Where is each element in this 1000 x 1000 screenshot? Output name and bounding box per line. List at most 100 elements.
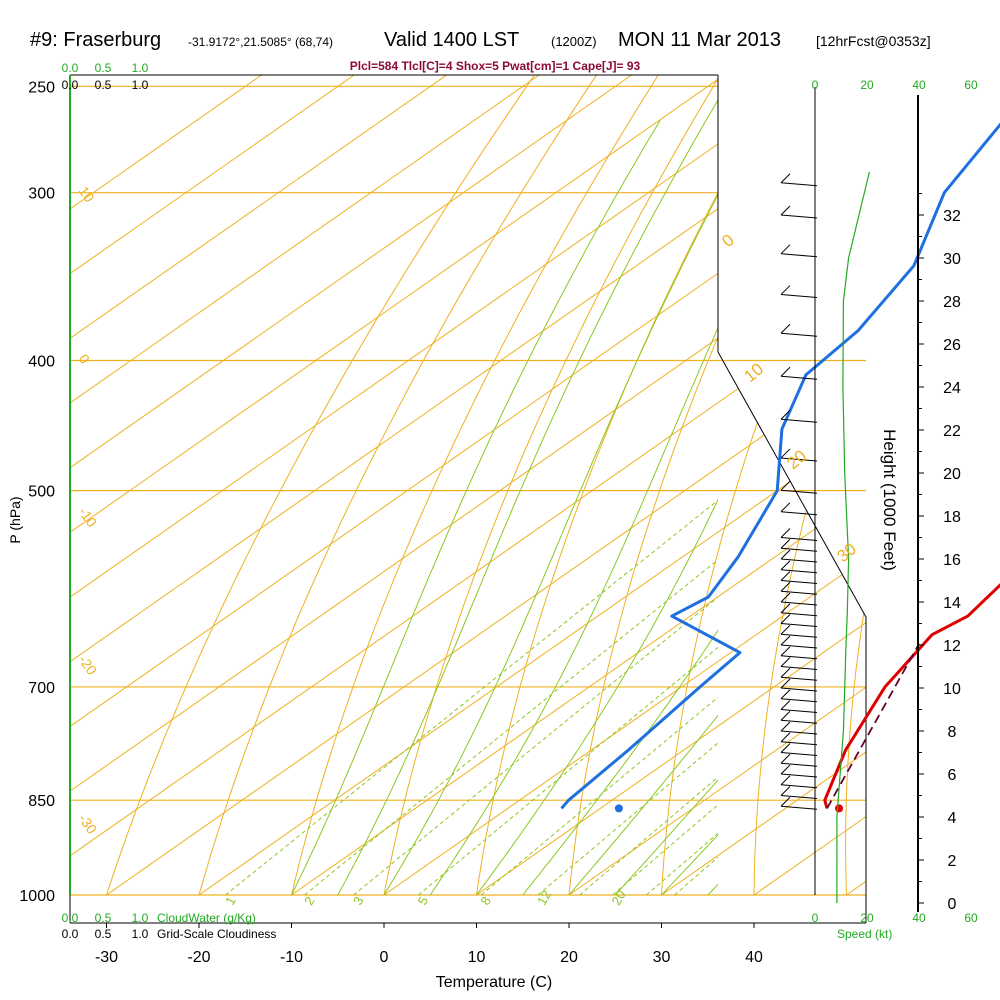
isotherm-line xyxy=(70,78,718,534)
wind-barb-flag xyxy=(780,549,791,560)
cloudwater-tick-bottom: 1.0 xyxy=(132,911,149,925)
station-name: #9: Fraserburg xyxy=(30,29,161,51)
moist-adiabat xyxy=(614,779,718,895)
cloudwater-tick-bottom: 0.0 xyxy=(62,911,79,925)
moist-adiabat xyxy=(661,834,718,895)
p-tick-250: 250 xyxy=(28,79,55,96)
height-tick-32: 32 xyxy=(943,208,961,225)
station-coords: -31.9172°,21.5085° (68,74) xyxy=(188,35,333,49)
isotherm-line xyxy=(0,0,432,895)
wind-barb xyxy=(780,719,818,724)
isotherm-line xyxy=(70,337,718,792)
stability-indices: Plcl=584 Tlcl[C]=4 Shox=5 Pwat[cm]=1 Cap… xyxy=(350,59,641,73)
dry-adiabat xyxy=(754,0,1000,895)
mixing-ratio-label: 5 xyxy=(415,894,432,908)
surface-dewpoint-dot xyxy=(614,804,623,813)
isotherm-line xyxy=(70,75,355,275)
mixing-ratio-line xyxy=(418,646,718,895)
isotherm-line xyxy=(718,352,866,895)
dry-adiabat xyxy=(291,75,659,895)
wind-barb-flag xyxy=(780,285,791,295)
isotherm-line xyxy=(847,0,1000,895)
wind-barb-flag xyxy=(780,721,791,732)
moist-adiabat xyxy=(568,714,718,895)
wind-barb-flag xyxy=(780,614,791,624)
wind-barb xyxy=(780,633,818,638)
isotherm-line xyxy=(718,352,866,895)
p-tick-500: 500 xyxy=(28,484,55,501)
isotherm-line xyxy=(70,143,718,598)
isotherm-label-right: 30 xyxy=(833,539,860,566)
dry-adiabat xyxy=(846,0,1000,895)
isotherm-label-left: 0 xyxy=(76,351,94,367)
isotherm-line xyxy=(754,0,1000,895)
moist-adiabat xyxy=(291,120,661,895)
wind-speed-profile xyxy=(836,171,870,903)
isotherm-label-right: 10 xyxy=(740,359,767,386)
wind-barb xyxy=(780,601,818,606)
p-tick-700: 700 xyxy=(28,680,55,697)
speed-tick-bottom: 20 xyxy=(860,911,874,925)
isotherm-line xyxy=(718,352,866,895)
speed-tick-top: 40 xyxy=(912,78,926,92)
wind-barb-flag xyxy=(780,786,791,796)
wind-barb-flag xyxy=(780,796,791,807)
right-axis-boundary xyxy=(717,75,867,923)
surface-temperature-dot xyxy=(835,804,844,813)
wind-barb xyxy=(780,418,818,423)
cloudwater-tick-bottom: 0.5 xyxy=(95,911,112,925)
speed-tick-top: 0 xyxy=(812,78,819,92)
isotherm-line xyxy=(70,75,448,339)
wind-barb-flag xyxy=(780,409,791,420)
wind-barb-flag xyxy=(780,603,791,614)
isotherm-line xyxy=(70,272,718,728)
height-tick-8: 8 xyxy=(948,724,957,741)
x-tick-40: 40 xyxy=(745,949,763,966)
wind-barb xyxy=(780,644,818,649)
isotherm-line xyxy=(70,402,718,857)
isotherm-line xyxy=(753,352,866,895)
dry-adiabat xyxy=(107,0,620,895)
wind-barb-flag xyxy=(780,743,791,753)
mixing-ratio-label: 1 xyxy=(222,894,239,908)
p-tick-1000: 1000 xyxy=(19,888,55,905)
wind-barb xyxy=(780,741,818,746)
height-tick-28: 28 xyxy=(943,294,961,311)
moist-adiabat xyxy=(522,629,718,895)
x-tick--10: -10 xyxy=(280,949,303,966)
x-axis-title: Temperature (C) xyxy=(436,974,552,991)
dry-adiabat xyxy=(718,352,737,895)
valid-time: Valid 1400 LST xyxy=(384,29,519,51)
isotherm-line xyxy=(70,208,718,663)
wind-barb xyxy=(780,805,818,810)
wind-barb-flag xyxy=(780,528,791,538)
wind-barb-flag xyxy=(780,775,791,786)
isotherm-line xyxy=(70,75,540,404)
wind-barb xyxy=(780,547,818,552)
dewpoint-profile xyxy=(560,122,1000,810)
wind-barb xyxy=(780,795,818,799)
valid-date: MON 11 Mar 2013 xyxy=(618,29,781,51)
mixing-ratio-line xyxy=(304,559,718,895)
isotherm-line xyxy=(70,75,633,469)
cloudiness-axis-title: Grid-Scale Cloudiness xyxy=(157,927,276,941)
wind-barb-flag xyxy=(780,624,791,635)
speed-tick-top: 20 xyxy=(860,78,874,92)
isotherm-line xyxy=(718,352,866,895)
isotherm-line xyxy=(291,596,718,895)
mixing-ratio-line xyxy=(579,776,718,895)
sounding-profiles xyxy=(560,122,1000,813)
isotherm-label-right: 0 xyxy=(718,230,737,251)
isotherm-line xyxy=(846,352,866,895)
wind-barb xyxy=(780,762,818,767)
height-tick-2: 2 xyxy=(948,853,957,870)
height-tick-24: 24 xyxy=(943,380,961,397)
height-tick-14: 14 xyxy=(943,595,961,612)
wind-barb xyxy=(780,698,818,703)
isotherm-line xyxy=(718,352,866,895)
speed-tick-bottom: 60 xyxy=(964,911,978,925)
dry-adiabat xyxy=(198,75,598,895)
height-axis-title: Height (1000 Feet) xyxy=(880,429,899,571)
wind-barb-flag xyxy=(780,732,791,743)
